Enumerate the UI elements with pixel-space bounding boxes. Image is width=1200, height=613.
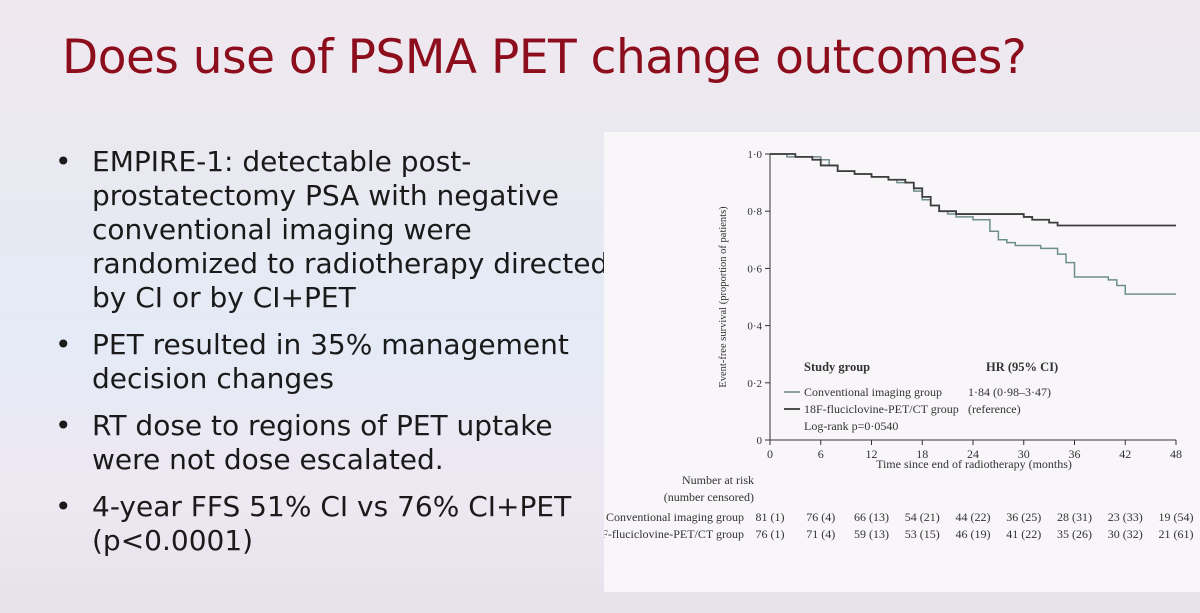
x-tick-label: 12 [866, 447, 878, 461]
bullet-text: PET resulted in 35% management decision … [92, 328, 569, 395]
risk-cell: 30 (32) [1108, 527, 1143, 541]
bullet-text: RT dose to regions of PET uptake were no… [92, 409, 553, 476]
x-tick-label: 24 [967, 447, 979, 461]
risk-cell: 54 (21) [905, 510, 940, 524]
y-tick-label: 1·0 [747, 149, 762, 161]
risk-cell: 23 (33) [1108, 510, 1143, 524]
risk-cell: 44 (22) [956, 510, 991, 524]
slide-title: Does use of PSMA PET change outcomes? [62, 30, 1027, 85]
bullet-list: • EMPIRE-1: detectable post-prostatectomy… [50, 145, 610, 571]
legend-logrank: Log-rank p=0·0540 [804, 419, 898, 433]
risk-cell: 28 (31) [1057, 510, 1092, 524]
risk-cell: 46 (19) [956, 527, 991, 541]
x-tick-label: 48 [1170, 447, 1182, 461]
x-axis-title: Time since end of radiotherapy (months) [876, 457, 1072, 471]
risk-row-label-conventional: Conventional imaging group [606, 510, 744, 524]
x-tick-label: 42 [1119, 447, 1131, 461]
bullet-dot-icon: • [55, 490, 72, 523]
risk-cell: 53 (15) [905, 527, 940, 541]
y-tick-label: 0·8 [747, 206, 762, 218]
risk-cell: 21 (61) [1159, 527, 1194, 541]
km-curve-conventional [770, 153, 1176, 295]
legend-header-group: Study group [804, 360, 870, 374]
y-tick-label: 0·4 [747, 321, 762, 333]
bullet-item: • RT dose to regions of PET uptake were n… [50, 409, 610, 477]
risk-cell: 71 (4) [806, 527, 835, 541]
x-tick-label: 6 [818, 447, 824, 461]
legend-header-hr: HR (95% CI) [986, 360, 1058, 374]
risk-cell: 81 (1) [756, 510, 785, 524]
x-tick-label: 0 [767, 447, 773, 461]
legend-hr-conventional: 1·84 (0·98–3·47) [968, 385, 1051, 399]
risk-table-title: Number at risk [682, 473, 754, 487]
legend: Study group HR (95% CI) Conventional ima… [784, 360, 1058, 433]
risk-cell: 41 (22) [1006, 527, 1041, 541]
km-chart-card: 0 6 12 18 24 30 36 42 48 0 0·2 0·4 0·6 0·8 1·0 Event-f… [589, 132, 1200, 592]
risk-cell: 76 (1) [756, 527, 785, 541]
y-axis-title: Event-free survival (proportion of patie… [718, 206, 729, 388]
bullet-text: EMPIRE-1: detectable post-prostatectomy … [92, 145, 609, 314]
y-tick-label: 0·6 [747, 263, 762, 275]
risk-cell: 35 (26) [1057, 527, 1092, 541]
x-tick-label: 36 [1069, 447, 1081, 461]
risk-cell: 66 (13) [854, 510, 889, 524]
risk-cell: 59 (13) [854, 527, 889, 541]
bullet-dot-icon: • [55, 409, 72, 442]
km-curve-pet [770, 153, 1176, 227]
bullet-dot-icon: • [55, 145, 72, 178]
legend-hr-pet: (reference) [968, 402, 1021, 416]
bullet-item: • EMPIRE-1: detectable post-prostatectomy… [50, 145, 610, 315]
x-tick-label: 18 [916, 447, 928, 461]
risk-cell: 19 (54) [1159, 510, 1194, 524]
legend-label-conventional: Conventional imaging group [804, 385, 942, 399]
risk-table-subtitle: (number censored) [664, 490, 754, 504]
bullet-text: 4-year FFS 51% CI vs 76% CI+PET (p<0.000… [92, 490, 572, 557]
risk-cell: 76 (4) [806, 510, 835, 524]
x-tick-label: 30 [1018, 447, 1030, 461]
risk-cell: 36 (25) [1006, 510, 1041, 524]
bullet-item: • 4-year FFS 51% CI vs 76% CI+PET (p<0.00… [50, 490, 610, 558]
y-tick-label: 0·2 [747, 378, 762, 390]
risk-table: Number at risk (number censored) Convent… [589, 473, 1194, 541]
y-tick-label: 0 [757, 435, 763, 447]
bullet-item: • PET resulted in 35% management decision… [50, 328, 610, 396]
legend-label-pet: 18F-fluciclovine-PET/CT group [804, 402, 959, 416]
risk-row-label-pet: 18F-fluciclovine-PET/CT group [604, 527, 744, 541]
km-chart: 0 6 12 18 24 30 36 42 48 0 0·2 0·4 0·6 0·8 1·0 Event-f… [589, 149, 1194, 541]
bullet-dot-icon: • [55, 328, 72, 361]
